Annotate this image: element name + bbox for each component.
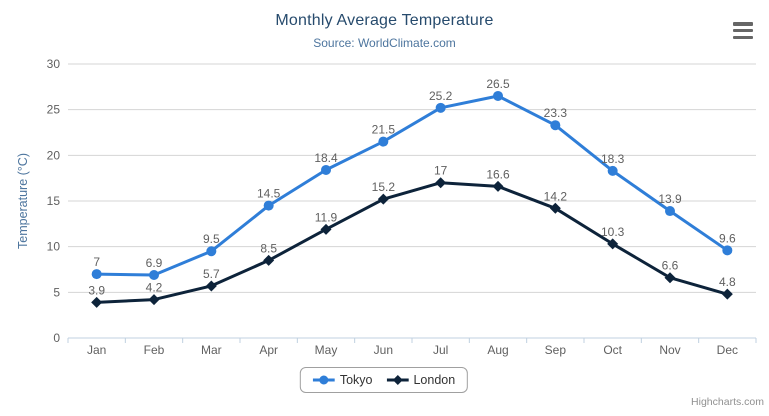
y-axis-label: 10	[47, 240, 61, 254]
hamburger-icon	[733, 35, 753, 39]
legend: Tokyo London	[299, 367, 469, 393]
x-axis-label: Jan	[87, 343, 106, 357]
y-axis-label: 15	[47, 194, 61, 208]
data-label-tokyo: 9.6	[719, 231, 736, 245]
x-axis-label: Dec	[717, 343, 738, 357]
data-point-marker-tokyo[interactable]	[321, 164, 331, 175]
data-point-marker-tokyo[interactable]	[550, 120, 561, 131]
data-point-marker-tokyo[interactable]	[607, 165, 618, 176]
data-point-marker-london[interactable]	[263, 254, 275, 266]
data-label-london: 3.9	[88, 283, 105, 297]
data-label-tokyo: 7	[93, 255, 100, 269]
legend-label: Tokyo	[339, 373, 373, 387]
chart-subtitle: Source: WorldClimate.com	[313, 36, 456, 50]
data-point-marker-tokyo[interactable]	[263, 200, 274, 211]
data-point-marker-tokyo[interactable]	[493, 90, 503, 101]
x-axis-label: Nov	[659, 343, 680, 357]
data-label-tokyo: 18.4	[314, 151, 338, 165]
data-point-marker-tokyo[interactable]	[722, 245, 733, 256]
x-axis-label: May	[315, 343, 338, 357]
data-label-london: 14.2	[544, 189, 568, 203]
data-label-london: 16.6	[486, 167, 510, 181]
data-label-tokyo: 23.3	[544, 106, 568, 120]
legend-label: London	[413, 373, 456, 387]
data-label-london: 5.7	[203, 267, 220, 281]
data-point-marker-london[interactable]	[435, 177, 447, 189]
data-point-marker-london[interactable]	[549, 202, 561, 214]
data-point-marker-london[interactable]	[664, 272, 676, 284]
x-axis-label: Aug	[487, 343, 508, 357]
hamburger-icon	[733, 22, 753, 26]
data-point-marker-tokyo[interactable]	[378, 136, 389, 147]
credits-link[interactable]: Highcharts.com	[691, 396, 764, 408]
data-label-tokyo: 18.3	[601, 152, 625, 166]
data-label-tokyo: 26.5	[486, 77, 510, 91]
data-label-london: 4.8	[719, 275, 736, 289]
legend-item-london[interactable]: London	[386, 373, 455, 387]
y-axis-label: 0	[53, 331, 60, 345]
legend-marker-circle-icon	[312, 375, 335, 385]
hamburger-icon	[733, 28, 753, 33]
data-point-marker-london[interactable]	[607, 238, 619, 250]
y-axis-label: 5	[53, 285, 60, 299]
data-point-marker-tokyo[interactable]	[91, 269, 102, 280]
y-axis-label: 25	[47, 103, 61, 117]
data-point-marker-tokyo[interactable]	[665, 206, 675, 217]
data-label-london: 6.6	[662, 259, 679, 273]
data-point-marker-tokyo[interactable]	[206, 246, 217, 257]
x-axis-label: Jul	[433, 343, 448, 357]
y-axis-label: 30	[47, 57, 61, 71]
series-line-london	[95, 181, 729, 304]
data-point-marker-tokyo[interactable]	[435, 102, 446, 113]
data-point-marker-london[interactable]	[205, 280, 217, 292]
data-label-london: 4.2	[146, 281, 163, 295]
data-label-tokyo: 6.9	[146, 256, 163, 270]
x-axis-label: Feb	[144, 343, 165, 357]
legend-marker-diamond-icon	[386, 375, 409, 385]
data-point-marker-london[interactable]	[148, 294, 160, 306]
data-point-marker-london[interactable]	[721, 288, 733, 300]
x-axis-label: Mar	[201, 343, 222, 357]
data-point-marker-london[interactable]	[91, 296, 103, 308]
x-axis-label: Oct	[603, 343, 622, 357]
data-label-london: 8.5	[260, 241, 277, 255]
data-label-london: 15.2	[372, 180, 396, 194]
chart-title: Monthly Average Temperature	[275, 12, 494, 29]
data-label-london: 11.9	[315, 210, 338, 224]
y-axis-title: Temperature (°C)	[16, 153, 30, 249]
data-label-tokyo: 25.2	[429, 89, 453, 103]
data-point-marker-tokyo[interactable]	[149, 269, 159, 280]
x-axis-label: Jun	[374, 343, 393, 357]
data-label-london: 17	[434, 164, 448, 178]
data-point-marker-london[interactable]	[492, 180, 504, 192]
data-label-london: 10.3	[601, 225, 625, 239]
data-point-marker-london[interactable]	[320, 223, 332, 235]
data-label-tokyo: 9.5	[203, 232, 220, 246]
x-axis-label: Apr	[259, 343, 278, 357]
data-point-marker-london[interactable]	[377, 193, 389, 205]
data-label-tokyo: 14.5	[257, 187, 281, 201]
x-axis-label: Sep	[545, 343, 567, 357]
data-label-tokyo: 21.5	[372, 123, 396, 137]
series-line-tokyo	[95, 94, 729, 277]
legend-item-tokyo[interactable]: Tokyo	[312, 373, 373, 387]
data-label-tokyo: 13.9	[658, 192, 682, 206]
export-menu-button[interactable]	[733, 22, 753, 39]
y-axis-label: 20	[47, 148, 61, 162]
